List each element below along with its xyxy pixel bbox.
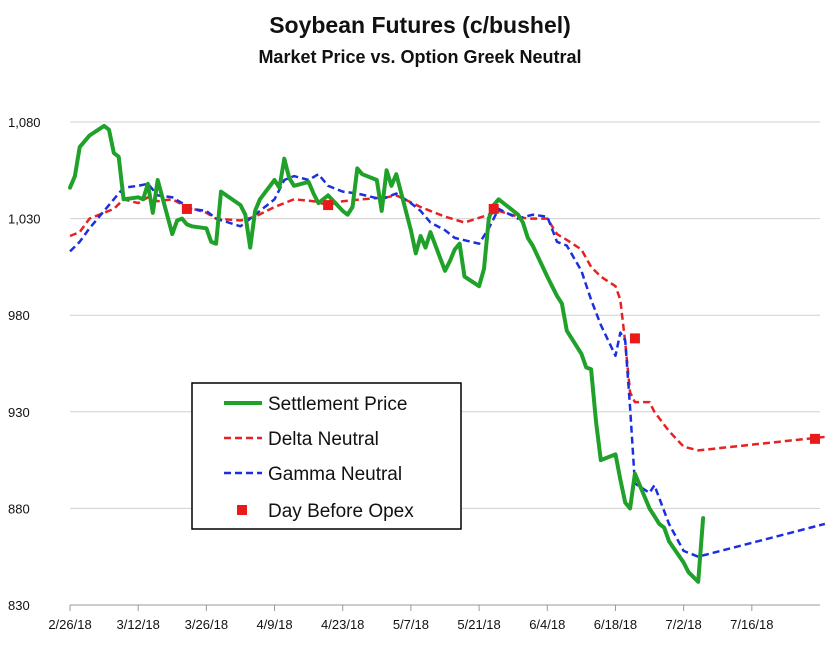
opex-marker-0 [181,203,192,214]
y-tick-label-980: 980 [8,308,30,323]
y-tick-label-1030: 1,030 [8,212,41,227]
legend-label-gamma: Gamma Neutral [268,464,402,485]
y-tick-label-830: 830 [8,598,30,613]
y-tick-label-930: 930 [8,405,30,420]
opex-marker-1 [323,200,334,211]
y-tick-label-1080: 1,080 [8,115,41,130]
legend-label-settlement: Settlement Price [268,394,407,415]
series-layer [68,123,826,584]
chart-subtitle: Market Price vs. Option Greek Neutral [258,47,581,67]
x-tick-label-3: 4/9/18 [256,617,292,632]
x-tick-label-2: 3/26/18 [185,617,228,632]
x-tick-label-0: 2/26/18 [48,617,91,632]
x-tick-label-1: 3/12/18 [116,617,159,632]
x-tick-label-5: 5/7/18 [393,617,429,632]
opex-marker-4 [810,433,820,444]
y-axis-labels: 830 880 930 980 1,030 1,080 [8,115,41,613]
x-axis: 2/26/18 3/12/18 3/26/18 4/9/18 4/23/18 5/7/18… [48,604,820,632]
series-line-gamma-neutral [69,172,826,558]
series-line-settlement-price [68,123,706,584]
x-tick-label-9: 7/2/18 [666,617,702,632]
legend-box [191,382,462,530]
x-tick-label-10: 7/16/18 [730,617,773,632]
x-tick-label-8: 6/18/18 [594,617,637,632]
opex-markers [181,200,820,444]
legend: Settlement Price Delta Neutral Gamma Neu… [191,382,462,530]
opex-marker-2 [488,203,499,214]
x-tick-label-7: 6/4/18 [529,617,565,632]
legend-label-delta: Delta Neutral [268,429,379,450]
legend-label-opex: Day Before Opex [268,501,414,522]
y-tick-label-880: 880 [8,501,30,516]
x-tick-label-4: 4/23/18 [321,617,364,632]
chart-title: Soybean Futures (c/bushel) [269,12,571,38]
legend-swatch-opex [237,505,247,515]
x-tick-label-6: 5/21/18 [457,617,500,632]
opex-marker-3 [629,333,640,344]
